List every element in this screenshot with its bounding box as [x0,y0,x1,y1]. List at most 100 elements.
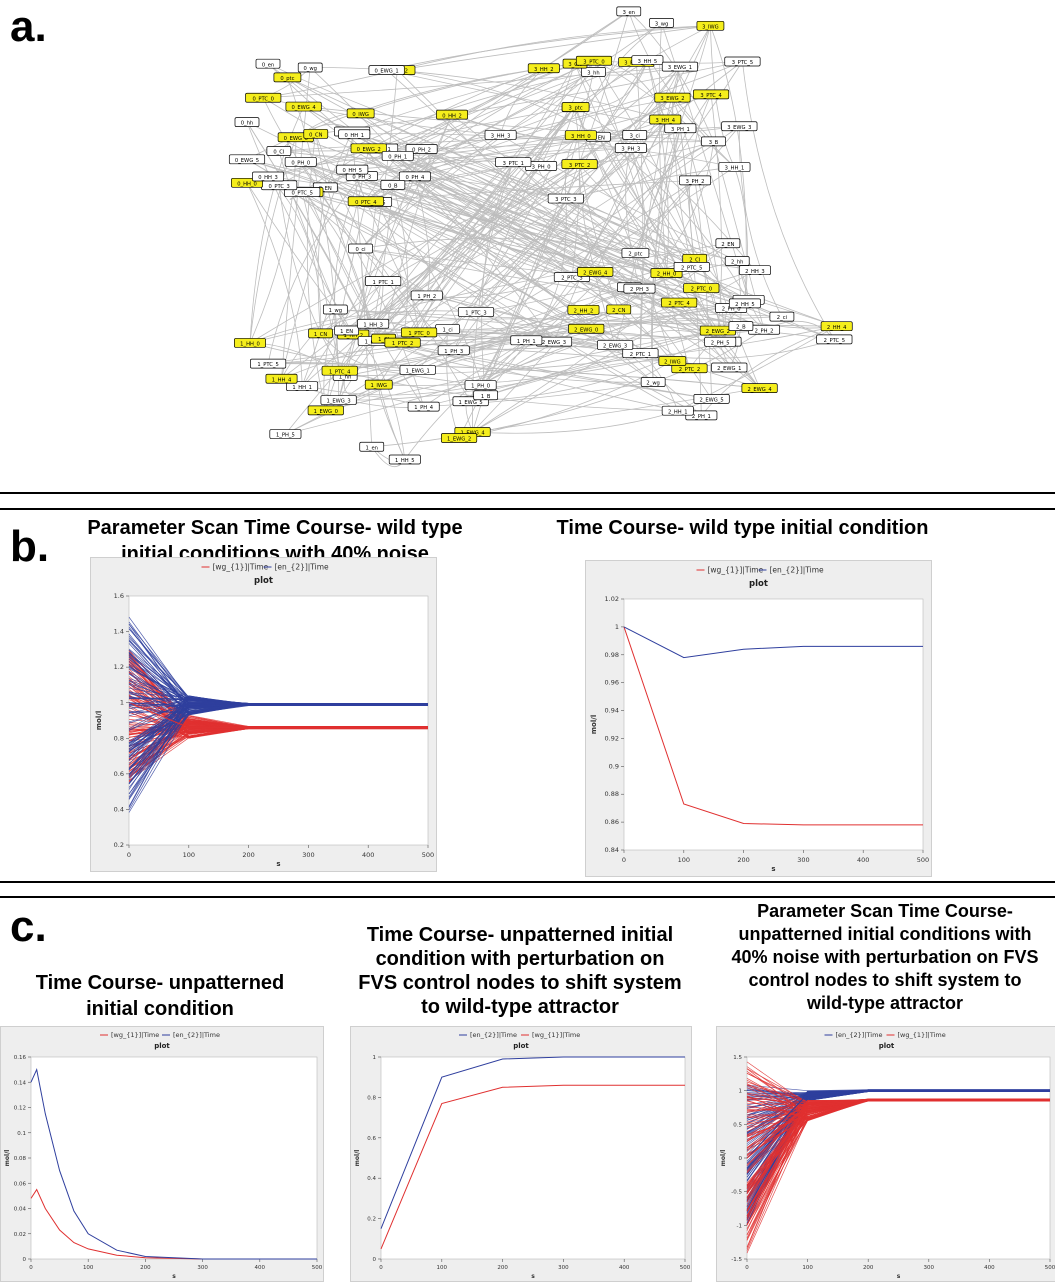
axes: 0 100 200 300 400 500 0 0.2 0.4 0.6 0.8 1 [367,1055,690,1271]
network-node-box [401,327,438,338]
network-edge [402,165,542,343]
network-edge [397,25,711,71]
y-axis-label: mol/l [590,715,598,734]
chart-title: plot [254,576,273,586]
chart-legend: [en_{2}]|Time [wg_{1}]|Time [459,1031,580,1039]
network-node-label: 3_hh [587,70,599,76]
network-node: 3_HH_1 [718,162,751,172]
network-node-label: 3_HH_5 [638,59,658,65]
network-edge [249,242,728,344]
network-node-label: 2_B [736,325,746,331]
network-node-label: 0_HH_0 [237,181,257,187]
x-tick-label: 0 [745,1265,749,1271]
network-edge [278,184,587,330]
network-node-label: 2_EWG_3 [542,340,566,346]
chart-legend: [en_{2}]|Time [wg_{1}]|Time [824,1031,946,1039]
network-node-label: 3_PTC_3 [555,197,576,203]
series-line [380,1056,685,1229]
legend-entry: [wg_{1}]|Time [213,563,269,572]
network-node-label: 0_PH_4 [405,175,425,181]
network-node-label: 0_EWG_5 [235,158,259,164]
network-node-label: 3_wg [655,21,668,27]
network-node-label: 3_HH_0 [571,134,591,140]
network-node-label: 3_PH_2 [686,179,705,185]
network-edge [307,191,424,407]
network-node-box [368,65,405,75]
network-edge [480,307,732,386]
network-node-label: 0_PH_3 [352,175,371,181]
network-node-box [820,321,853,332]
network-node-box [273,72,302,83]
x-tick-label: 200 [497,1265,508,1271]
x-tick-label: 100 [437,1265,448,1271]
chart-title: plot [879,1042,895,1050]
network-edge [629,94,712,288]
network-node-label: 1_PTC_3 [465,311,486,317]
plot-c-left: [wg_{1}]|Time [en_{2}]|Time plot 0 100 200 300… [0,1026,324,1282]
network-node-label: 3_EWG_1 [668,65,692,71]
network-edge [249,342,481,386]
network-node: 0_EWG_1 [368,65,405,75]
network-node-label: 1_EWG_3 [326,399,350,405]
network-node-label: 1_EWG_1 [406,369,430,375]
network-node-box [265,373,298,384]
network-edge [500,134,738,262]
network-edge [249,106,304,343]
x-tick-label: 400 [255,1265,266,1271]
network-edge [383,338,678,412]
x-tick-label: 400 [857,856,869,864]
network-edge [246,67,544,160]
network-edge [246,158,719,331]
network-node: 0_ci [348,243,373,254]
x-tick-label: 0 [622,856,626,864]
network-edge [397,155,584,311]
network-node-box [255,58,281,69]
y-tick-label: 0.06 [14,1181,27,1187]
network-node: 3_EWG_2 [654,92,691,103]
network-node-box [399,365,436,375]
y-tick-label: 0.8 [367,1095,376,1101]
network-node: 2_EWG_3 [597,340,634,350]
network-node-box [365,276,402,287]
title-c-left: Time Course- unpatterned initial conditio… [35,972,285,1020]
x-tick-label: 500 [422,851,434,859]
series-line [30,1067,317,1260]
network-node-label: 0_wg [303,66,316,72]
network-node-label: 1_HH_5 [395,458,415,464]
network-node-label: 1_PTC_5 [257,362,278,368]
x-axis-label: s [897,1273,901,1280]
network-node-box [334,325,359,336]
x-tick-label: 200 [140,1265,151,1271]
network-node-box [769,311,795,322]
ensemble-trace-wg [746,1099,1050,1149]
network-node-label: 1_PH_5 [276,433,295,439]
series-line [30,1188,203,1260]
network-edge [470,330,719,402]
legend-entry: [wg_{1}]|Time [898,1031,946,1039]
network-node: 1_PH_5 [269,429,302,439]
network-node-box [623,283,656,294]
network-node: 1_PH_3 [437,345,470,356]
network-node-label: 0_B [388,183,398,189]
series-line [746,1090,1050,1159]
network-edge [382,97,673,282]
network-node: 0_ptc [273,72,302,83]
network-node-box [561,102,590,112]
network-node: 1_PTC_1 [365,276,402,287]
network-node-label: 0_PTC_5 [292,191,313,197]
network-node: 0_CI [266,146,292,156]
network-node-box [437,345,470,356]
series-line [128,702,428,729]
series-lines [128,616,428,813]
network-node-label: 3_EWG_3 [727,125,751,131]
network-node: 2_wg [640,377,666,387]
separator-top-b [0,492,1055,494]
axes: 0 100 200 300 400 500 0.2 0.4 0.6 0.8 1 1.2 1.4 1.6 [114,592,435,859]
network-node-label: 0_EWG_1 [375,69,399,75]
network-node: 0_PTC_4 [347,196,384,207]
network-node-label: 1_en [366,445,378,451]
network-node: 3_wg [649,18,674,28]
network-node-label: 2_PTC_2 [679,367,700,373]
network-node-box [228,154,266,165]
